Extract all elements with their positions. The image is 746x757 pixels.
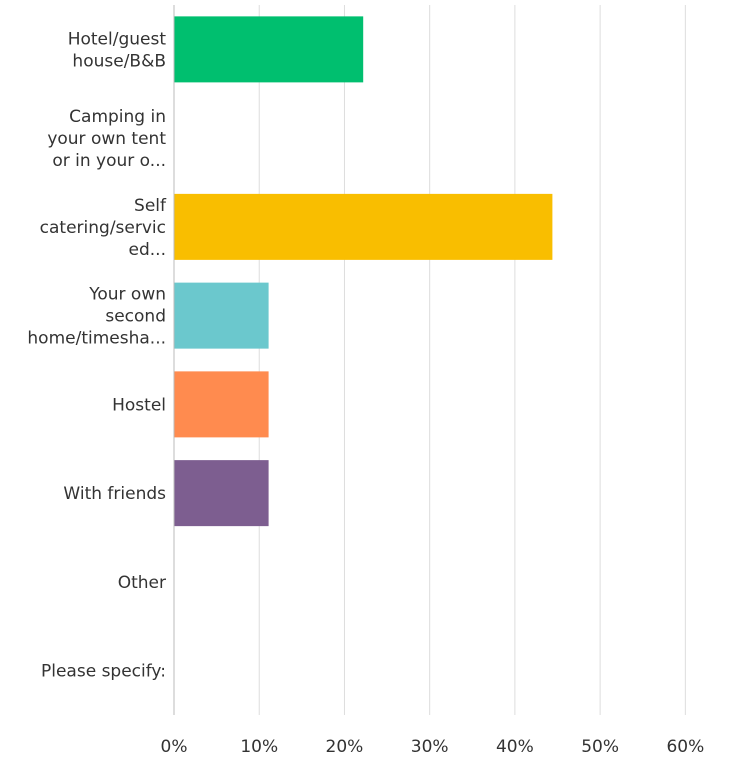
category-label-line: second [105,307,166,327]
category-label: Hotel/guest house/B&B [68,29,167,71]
bars [174,16,553,527]
category-label-line: Other [118,573,166,593]
category-label-line: Hostel [112,395,166,415]
category-label-line: Your own [88,285,166,305]
category-label-line: your own tent [47,129,166,149]
category-label: Please specify: [41,662,166,682]
x-tick-label: 20% [326,737,364,757]
x-axis-ticks: 0% 10% 20% 30% 40% 50% 60% [161,737,705,757]
bar-3 [174,282,269,349]
gridlines [258,5,686,715]
category-label-line: ed... [129,240,166,260]
x-tick-label: 30% [411,737,449,757]
bar-5 [174,460,269,527]
category-label: Camping in your own tent or in your o... [47,107,166,171]
bar-0 [174,16,364,83]
x-tick-label: 50% [581,737,619,757]
category-label-line: Hotel/guest [68,29,167,49]
category-labels: Hotel/guest house/B&B Camping in your own t… [27,29,167,681]
category-label: Your own second home/timesha... [27,285,166,349]
category-label-line: Self [134,196,167,216]
category-label: With friends [63,484,166,504]
x-tick-label: 60% [666,737,704,757]
bar-2 [174,193,553,260]
category-label: Self catering/servic ed... [40,196,167,260]
x-tick-label: 0% [161,737,188,757]
category-label-line: or in your o... [52,151,166,171]
category-label-line: Camping in [69,107,166,127]
category-label-line: catering/servic [40,218,166,238]
category-label-line: Please specify: [41,662,166,682]
category-label-line: house/B&B [72,51,166,71]
bar-4 [174,371,269,438]
category-label: Hostel [112,395,166,415]
x-tick-label: 40% [496,737,534,757]
category-label-line: With friends [63,484,166,504]
category-label: Other [118,573,166,593]
category-label-line: home/timesha... [27,329,166,349]
x-tick-label: 10% [240,737,278,757]
